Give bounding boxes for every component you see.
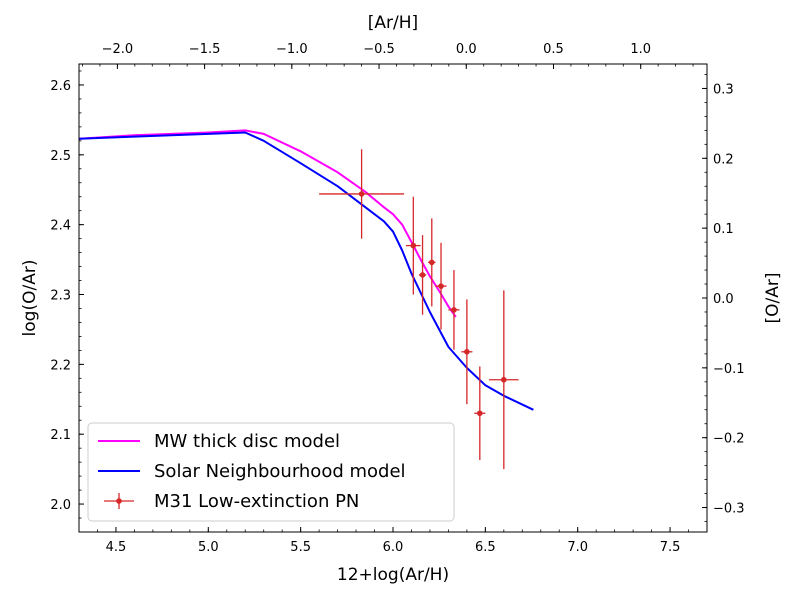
data-point <box>474 366 486 461</box>
data-marker <box>501 376 507 383</box>
y-tick-label: 2.2 <box>50 358 71 373</box>
data-marker <box>464 348 470 355</box>
top-axis-label: [Ar/H] <box>368 13 418 33</box>
x-tick-label: 6.0 <box>383 540 404 555</box>
right-tick-label: −0.3 <box>713 502 745 517</box>
data-marker <box>358 191 365 197</box>
right-tick-label: 0.1 <box>713 222 734 237</box>
top-tick-label: 0.5 <box>543 42 564 57</box>
y-axis-label: log(O/Ar) <box>20 260 40 337</box>
x-tick-label: 7.5 <box>660 540 681 555</box>
y-tick-label: 2.4 <box>50 219 71 234</box>
data-point <box>435 242 447 330</box>
y-tick-label: 2.0 <box>50 498 71 513</box>
data-point <box>489 290 519 470</box>
x-tick-label: 6.5 <box>475 540 496 555</box>
y-tick-label: 2.5 <box>50 149 71 164</box>
top-tick-label: 0.0 <box>456 42 477 57</box>
data-marker <box>451 307 457 313</box>
x-tick-label: 5.5 <box>290 540 311 555</box>
series-line-1 <box>79 131 534 411</box>
y-tick-label: 2.6 <box>50 79 71 94</box>
data-marker <box>477 410 483 417</box>
data-point <box>418 235 427 315</box>
right-tick-label: 0.2 <box>713 152 734 167</box>
data-point <box>461 299 473 405</box>
legend-frame <box>87 422 455 522</box>
data-marker <box>410 242 417 249</box>
x-tick-label: 5.0 <box>198 540 219 555</box>
top-tick-label: −0.5 <box>363 42 395 57</box>
right-tick-label: 0.0 <box>713 292 734 307</box>
y-tick-label: 2.3 <box>50 289 71 304</box>
right-tick-label: 0.3 <box>713 82 734 97</box>
right-axis-label: [O/Ar] <box>763 273 783 324</box>
data-point <box>405 196 421 295</box>
legend-swatch-m31-pn <box>104 493 134 509</box>
top-tick-label: −1.5 <box>189 42 221 57</box>
data-marker <box>419 272 426 278</box>
y-tick-label: 2.1 <box>50 428 71 443</box>
legend-label-solar-neighbourhood: Solar Neighbourhood model <box>154 461 406 482</box>
top-tick-label: −2.0 <box>102 42 134 57</box>
series-line-0 <box>79 129 457 318</box>
data-point <box>428 218 436 307</box>
legend-label-m31-pn: M31 Low-extinction PN <box>154 491 359 512</box>
data-point <box>448 270 460 350</box>
data-point <box>319 149 405 239</box>
data-marker <box>428 259 435 266</box>
legend: MW thick disc model Solar Neighbourhood … <box>87 422 455 522</box>
axes-ticks: 4.5 5.0 5.5 6.0 6.5 7.0 7.5 2.0 2.1 2.2 2.3 2.4 2.5 2… <box>50 42 744 555</box>
data-marker <box>438 283 444 289</box>
x-axis-label: 12+log(Ar/H) <box>337 565 449 585</box>
top-tick-label: 1.0 <box>630 42 651 57</box>
legend-label-mw-thick-disc: MW thick disc model <box>154 431 340 452</box>
top-tick-label: −1.0 <box>276 42 308 57</box>
plot-area <box>79 129 534 470</box>
x-tick-label: 7.0 <box>567 540 588 555</box>
x-tick-label: 4.5 <box>106 540 127 555</box>
right-tick-label: −0.1 <box>713 362 745 377</box>
right-tick-label: −0.2 <box>713 432 745 447</box>
